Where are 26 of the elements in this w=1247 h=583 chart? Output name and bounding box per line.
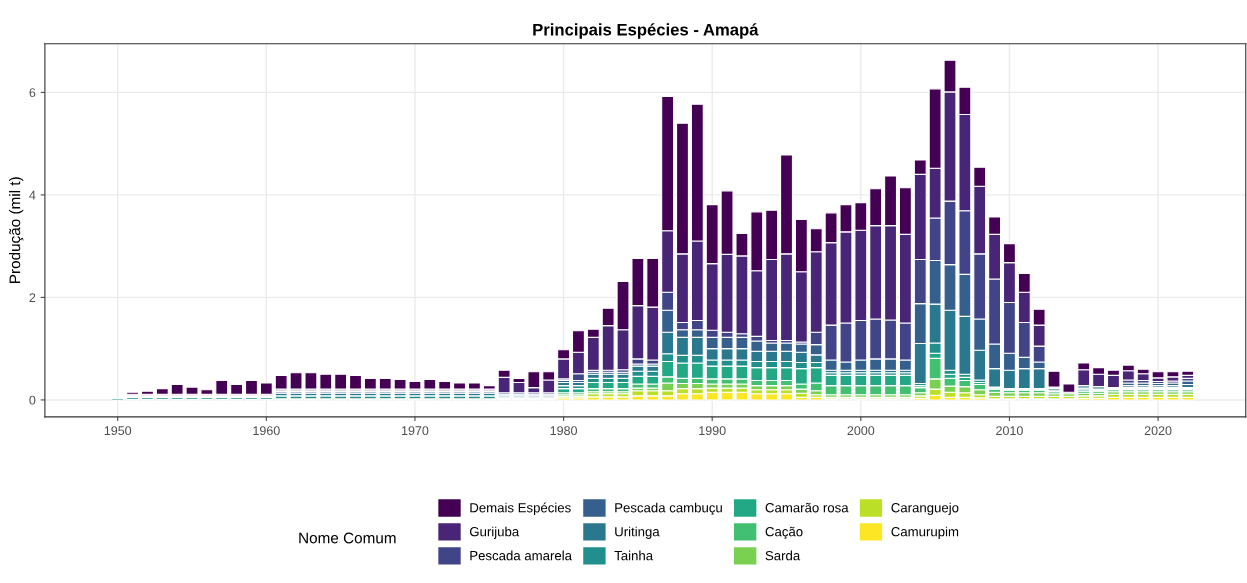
legend-label: Sarda [765, 550, 801, 561]
chart-title: Principais Espécies - Amapá [533, 23, 759, 39]
legend-label: Gurijuba [469, 526, 520, 539]
x-tick-label: 1970 [402, 426, 429, 436]
legend-label: Pescada cambuçu [615, 502, 722, 516]
x-tick-label: 2000 [847, 426, 875, 436]
legend-label: Camurupim [891, 526, 959, 539]
legend-label: Demais Espécies [470, 502, 571, 516]
legend-label: Tainha [614, 550, 654, 561]
x-tick-label: 1980 [550, 426, 577, 436]
legend-label: Pescada amarela [470, 550, 572, 561]
legend-label: Uritinga [615, 526, 660, 539]
x-tick-label: 1950 [104, 426, 132, 436]
legend-label: Camarão rosa [765, 502, 849, 513]
legend-title: Nome Comum [299, 532, 396, 544]
y-tick-label: 0 [29, 395, 36, 405]
x-tick-label: 1960 [253, 426, 280, 436]
legend-label: Caranguejo [891, 502, 959, 516]
legend-label: Cação [765, 526, 803, 540]
x-tick-label: 1990 [699, 426, 726, 436]
y-tick-label: 2 [29, 293, 36, 302]
y-tick-label: 6 [29, 88, 36, 98]
y-axis-title: Produção (mil t) [9, 177, 24, 283]
x-tick-label: 2010 [996, 426, 1023, 436]
x-tick-label: 2020 [1144, 426, 1172, 436]
y-tick-label: 4 [29, 190, 36, 200]
